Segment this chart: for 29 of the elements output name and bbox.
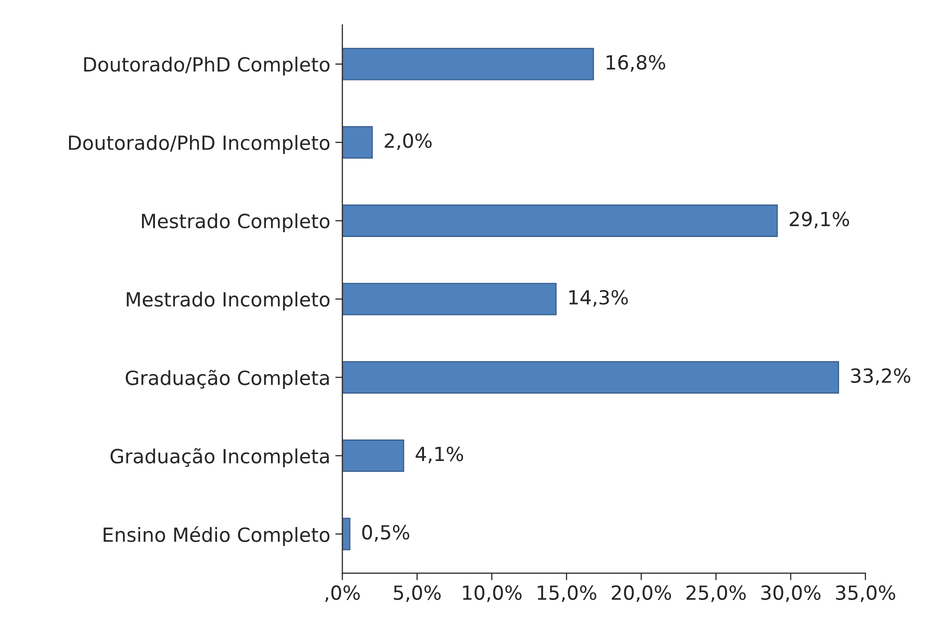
y-tick-label: Mestrado Incompleto (126, 292, 330, 310)
bar (342, 518, 350, 550)
bar (342, 361, 840, 394)
y-tick-label: Graduação Completa (126, 370, 329, 389)
bar (342, 439, 404, 472)
x-tick-label: 5,0% (394, 585, 441, 602)
x-tick-label: 15,0% (538, 585, 596, 602)
data-label: 33,2% (851, 368, 910, 385)
data-label: 4,1% (416, 446, 464, 464)
x-tick-label: 10,0% (463, 585, 522, 602)
bar (342, 204, 778, 237)
x-tick-label: 35,0% (836, 585, 896, 602)
data-label: 2,0% (384, 133, 432, 150)
x-tick-label: 30,0% (761, 585, 820, 602)
bar (342, 126, 373, 159)
data-label: 14,3% (569, 290, 628, 307)
bar (342, 48, 594, 80)
data-label: 0,5% (362, 524, 410, 542)
x-tick-label: 25,0% (686, 585, 746, 602)
data-label: 29,1% (790, 212, 850, 228)
bar (342, 282, 557, 316)
y-tick-label: Mestrado Completo (142, 213, 330, 232)
x-tick-label: 20,0% (612, 585, 672, 602)
y-tick-label: Graduação Incompleta (110, 448, 329, 468)
y-tick-label: Doutorado/PhD Incompleto (69, 135, 330, 154)
y-tick-label: Ensino Médio Completo (104, 526, 330, 546)
data-label: 16,8% (606, 55, 666, 72)
x-tick-label: ,0% (325, 585, 360, 602)
y-tick-label: Doutorado/PhD Completo (84, 56, 330, 76)
